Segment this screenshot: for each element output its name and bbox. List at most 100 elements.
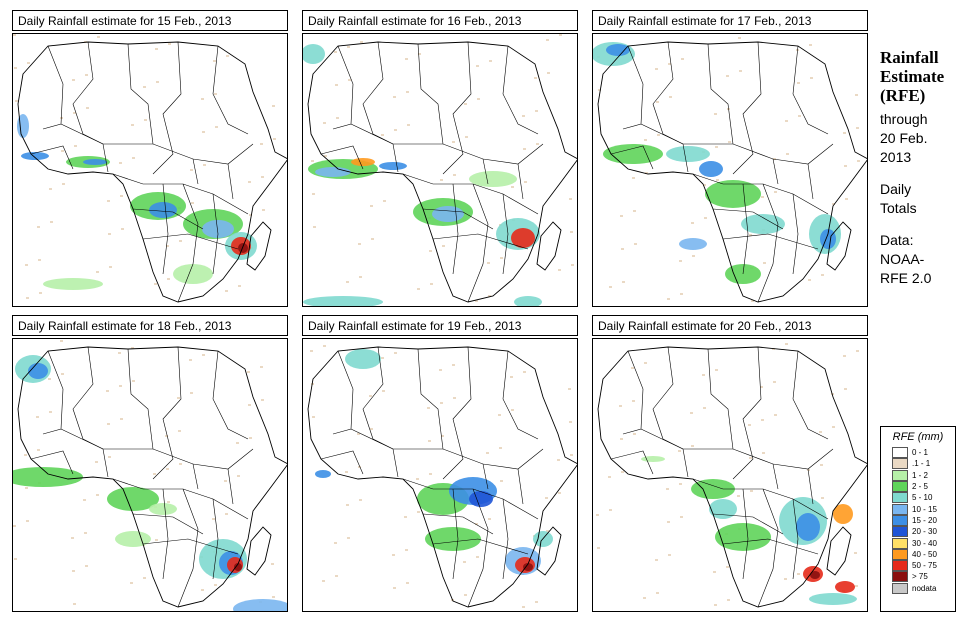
rainfall-map [12,33,288,307]
rain-cell [36,416,39,418]
rain-area [699,161,723,177]
rain-cell [74,145,77,147]
legend-swatch [892,469,908,481]
rain-cell [500,480,503,482]
country-border [132,513,204,535]
rain-area [666,146,710,162]
rain-cell [453,397,456,399]
rain-cell [666,488,669,490]
rain-cell [558,269,561,271]
rain-cell [609,509,612,511]
rain-cell [679,483,682,485]
totals-label: Totals [880,200,917,216]
rain-cell [498,414,501,416]
rain-cell [786,153,789,155]
rain-area [234,563,242,571]
rain-area [202,220,234,238]
rain-cell [680,516,683,518]
country-border [192,158,199,185]
rain-cell [347,537,350,539]
rain-cell [73,112,76,114]
rain-cell [249,214,252,216]
rain-cell [727,599,730,601]
rain-cell [167,278,170,280]
rain-cell [631,367,634,369]
rain-cell [476,65,479,67]
rain-cell [714,604,717,606]
rain-cell [489,60,492,62]
legend-label: 1 - 2 [912,470,929,480]
rain-cell [202,131,205,133]
rain-cell [237,475,240,477]
rain-cell [680,293,683,295]
country-border [152,41,182,175]
rain-cell [358,243,361,245]
legend-item: 0 - 1 [892,447,955,459]
rain-cell [632,177,635,179]
rain-area [511,228,535,248]
rain-cell [225,290,228,292]
rain-cell [132,380,135,382]
madagascar-coastline [826,221,852,271]
rain-cell [726,566,729,568]
rain-area [606,44,630,56]
rain-cell [260,143,263,145]
rain-cell [381,357,384,359]
country-border [422,513,494,535]
legend-item: 30 - 40 [892,537,955,549]
legend-swatch [892,458,908,470]
rain-cell [522,115,525,117]
country-border [722,233,819,250]
rain-cell [678,450,681,452]
rain-cell [14,558,17,560]
legend-label: 50 - 75 [912,561,937,571]
rain-cell [272,105,275,107]
rain-area [514,296,542,306]
country-border [392,143,399,173]
rain-cell [96,494,99,496]
rain-area [835,581,855,593]
rain-cell [546,530,549,532]
rain-cell [810,77,813,79]
rain-cell [762,452,765,454]
rain-cell [453,174,456,176]
rain-cell [546,39,549,41]
country-border [640,123,834,165]
rain-cell [523,148,526,150]
africa-coastline [597,346,867,608]
legend-swatch [892,514,908,526]
legend-label: 2 - 5 [912,482,929,492]
rain-cell [238,285,241,287]
rain-cell [832,203,835,205]
rain-cell [406,91,409,93]
rain-cell [272,596,275,598]
country-border [792,350,829,440]
rain-cell [360,41,363,43]
rain-cell [393,587,396,589]
rain-cell [820,464,823,466]
country-border [72,346,104,450]
map-canvas [593,37,867,303]
country-border [332,350,354,435]
country-border [212,45,249,135]
rain-cell [27,62,30,64]
source-line-1: NOAA- [880,251,925,267]
rain-cell [167,501,170,503]
rain-cell [524,181,527,183]
rain-cell [382,390,385,392]
legend-swatch [892,560,908,572]
rainfall-map [302,338,578,612]
country-border [320,450,364,475]
rain-cell [346,504,349,506]
madagascar-coastline [246,526,272,576]
rain-cell [131,124,134,126]
rain-cell [656,101,659,103]
rain-cell [668,63,671,65]
rain-cell [85,74,88,76]
rain-cell [143,577,146,579]
country-border [610,450,654,475]
rain-area [107,487,159,511]
rain-cell [442,245,445,247]
country-border [320,145,364,170]
rain-cell [486,452,489,454]
